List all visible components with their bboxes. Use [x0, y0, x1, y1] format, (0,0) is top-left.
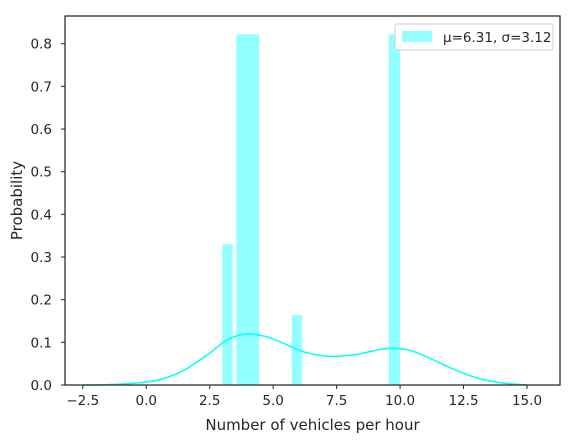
y-tick-label: 0.1	[31, 335, 52, 351]
histogram-bar-4	[388, 34, 401, 385]
y-tick-label: 0.2	[31, 293, 52, 309]
histogram-bar-1	[222, 244, 233, 385]
y-tick-label: 0.8	[31, 37, 52, 53]
x-tick-label: 2.5	[199, 393, 220, 409]
x-tick-label: 15.0	[512, 393, 542, 409]
y-axis-ticks: 0.0 0.1 0.2 0.3 0.4 0.5 0.6 0.7 0.8	[31, 37, 65, 394]
histogram-bar-2	[236, 34, 260, 385]
legend-box	[394, 23, 554, 51]
x-tick-label: 0.0	[135, 393, 156, 409]
x-axis-label: Number of vehicles per hour	[205, 416, 420, 434]
legend: μ=6.31, σ=3.12	[394, 23, 554, 51]
x-tick-label: 5.0	[262, 393, 283, 409]
kde-curve	[82, 333, 528, 386]
legend-entry: μ=6.31, σ=3.12	[443, 30, 551, 46]
x-tick-label: 10.0	[385, 393, 415, 409]
y-axis-label: Probability	[8, 161, 26, 240]
legend-swatch	[402, 31, 432, 42]
y-tick-label: 0.0	[31, 378, 52, 394]
x-tick-label: 12.5	[449, 393, 479, 409]
y-tick-label: 0.3	[31, 250, 52, 266]
plot-area	[64, 15, 561, 386]
y-tick-label: 0.5	[31, 165, 52, 181]
y-tick-label: 0.4	[31, 207, 52, 223]
x-tick-label: −2.5	[66, 393, 99, 409]
axes-background	[65, 16, 560, 385]
axes-frame	[64, 15, 561, 386]
y-tick-label: 0.6	[31, 122, 52, 138]
y-tick-label: 0.7	[31, 79, 52, 95]
x-tick-label: 7.5	[326, 393, 347, 409]
x-axis-ticks: −2.5 0.0 2.5 5.0 7.5 10.0 12.5 15.0	[66, 385, 542, 409]
